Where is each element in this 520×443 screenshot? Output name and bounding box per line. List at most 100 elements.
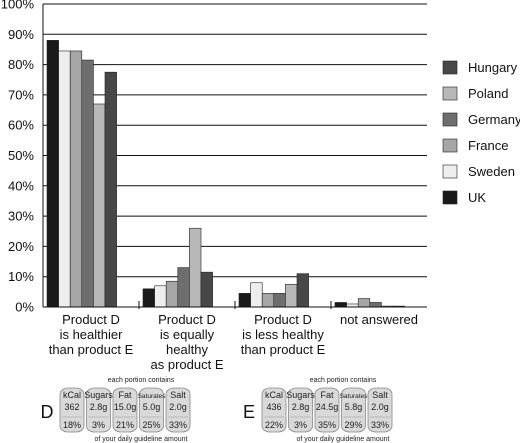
nutrition-label-e: each portion contains of your daily guide… [243,377,393,443]
nutrient-badge [288,387,313,433]
legend-swatch-sweden [442,164,458,179]
nutrient-badge [367,387,393,433]
nutrient-badge [261,387,287,433]
legend-swatch-germany [442,112,458,127]
nutrient-badge [59,387,85,433]
nutrient-amount: 2.0g [169,402,187,412]
bar-hungary-1 [200,271,213,308]
nutrient-name: Sugars [84,390,113,400]
legend-label-hungary: Hungary [468,60,518,75]
nutrient-amount: 5.8g [345,402,363,412]
bar-germany-1 [177,267,190,308]
bar-poland-0 [93,103,106,308]
bar-france-0 [69,50,83,308]
nutrient-percent: 29% [344,420,362,430]
y-axis: 0% 10% 20% 30% 40% 50% 60% 70% 80% 90% 100% [1,0,44,315]
bar-hungary-2 [296,273,309,308]
nutrient-badge [139,387,164,433]
y-tick-label: 90% [8,27,34,42]
nutrient-badge [165,387,191,433]
label-footer: of your daily guideline amount [296,436,389,443]
bar-uk-3 [334,302,347,308]
nutrient-name: Salt [372,390,388,400]
nutrient-badge [314,387,340,433]
y-tick-label: 100% [1,0,35,12]
nutrient-amount: 24.5g [316,402,339,412]
x-category-label: not answered [340,312,418,327]
legend: Hungary Poland Germany France Sweden UK [442,60,520,205]
bar-poland-1 [189,227,202,308]
bar-germany-0 [81,59,94,308]
legend-label-poland: Poland [468,86,508,101]
legend-label-france: France [468,138,508,153]
nutrient-amount: 2.8g [292,402,310,412]
nutrient-badge [112,387,138,433]
bar-sweden-2 [250,282,263,308]
nutrient-percent: 3% [92,420,105,430]
bar-sweden-1 [154,285,167,308]
nutrient-amount: 362 [64,402,79,412]
x-category-label: Product D [62,312,120,327]
nutrient-badge [341,387,366,433]
x-category-label: Product D [158,312,216,327]
y-tick-label: 70% [8,87,34,102]
x-category-label: as product E [151,357,224,372]
nutrient-percent: 3% [294,420,307,430]
y-tick-label: 50% [8,148,34,163]
bar-sweden-0 [58,50,71,308]
nutrient-percent: 22% [265,420,283,430]
nutrient-name: Saturates [138,393,167,400]
bar-germany-3 [369,302,382,308]
y-tick-label: 10% [8,269,34,284]
nutrient-badge [86,387,111,433]
x-category-label: Product D [254,312,312,327]
bar-poland-2 [285,283,298,308]
legend-swatch-france [442,138,458,153]
nutrient-name: Fat [118,390,132,400]
legend-swatch-poland [442,86,458,101]
x-category-label: than product E [241,342,326,357]
nutrient-percent: 21% [116,420,134,430]
y-tick-label: 40% [8,178,34,193]
nutrient-amount: 2.8g [90,402,108,412]
bar-france-1 [165,280,179,308]
x-category-label: is equally [160,327,215,342]
legend-label-uk: UK [468,190,486,205]
nutrient-percent: 18% [63,420,81,430]
nutrient-percent: 35% [318,420,336,430]
nutrient-amount: 2.0g [371,402,389,412]
legend-label-sweden: Sweden [468,164,515,179]
bar-france-3 [357,298,371,308]
legend-swatch-hungary [442,60,458,75]
nutrient-name: Saturates [340,393,369,400]
y-tick-label: 60% [8,118,34,133]
bar-uk-0 [46,40,59,308]
nutrient-percent: 25% [142,420,160,430]
nutrient-name: Sugars [286,390,315,400]
y-tick-label: 0% [15,300,34,315]
bar-france-2 [261,293,275,308]
nutrition-label-d: each portion contains of your daily guide… [41,377,191,443]
x-category-label: than product E [49,342,134,357]
y-tick-label: 80% [8,57,34,72]
legend-swatch-uk [442,190,458,205]
product-letter: E [243,402,255,422]
bar-uk-2 [238,293,251,308]
bars [46,40,405,308]
nutrient-name: Salt [170,390,186,400]
bar-uk-1 [142,288,155,308]
nutrient-name: kCal [63,390,81,400]
nutrient-amount: 436 [266,402,281,412]
y-tick-label: 20% [8,239,34,254]
nutrient-percent: 33% [371,420,389,430]
label-header: each portion contains [108,377,175,384]
bar-hungary-0 [104,71,117,308]
nutrition-labels: each portion contains of your daily guide… [41,377,393,443]
x-category-label: is less healthy [242,327,324,342]
y-tick-label: 30% [8,209,34,224]
nutrient-amount: 5.0g [143,402,161,412]
bar-germany-2 [273,293,286,308]
nutrient-percent: 33% [169,420,187,430]
